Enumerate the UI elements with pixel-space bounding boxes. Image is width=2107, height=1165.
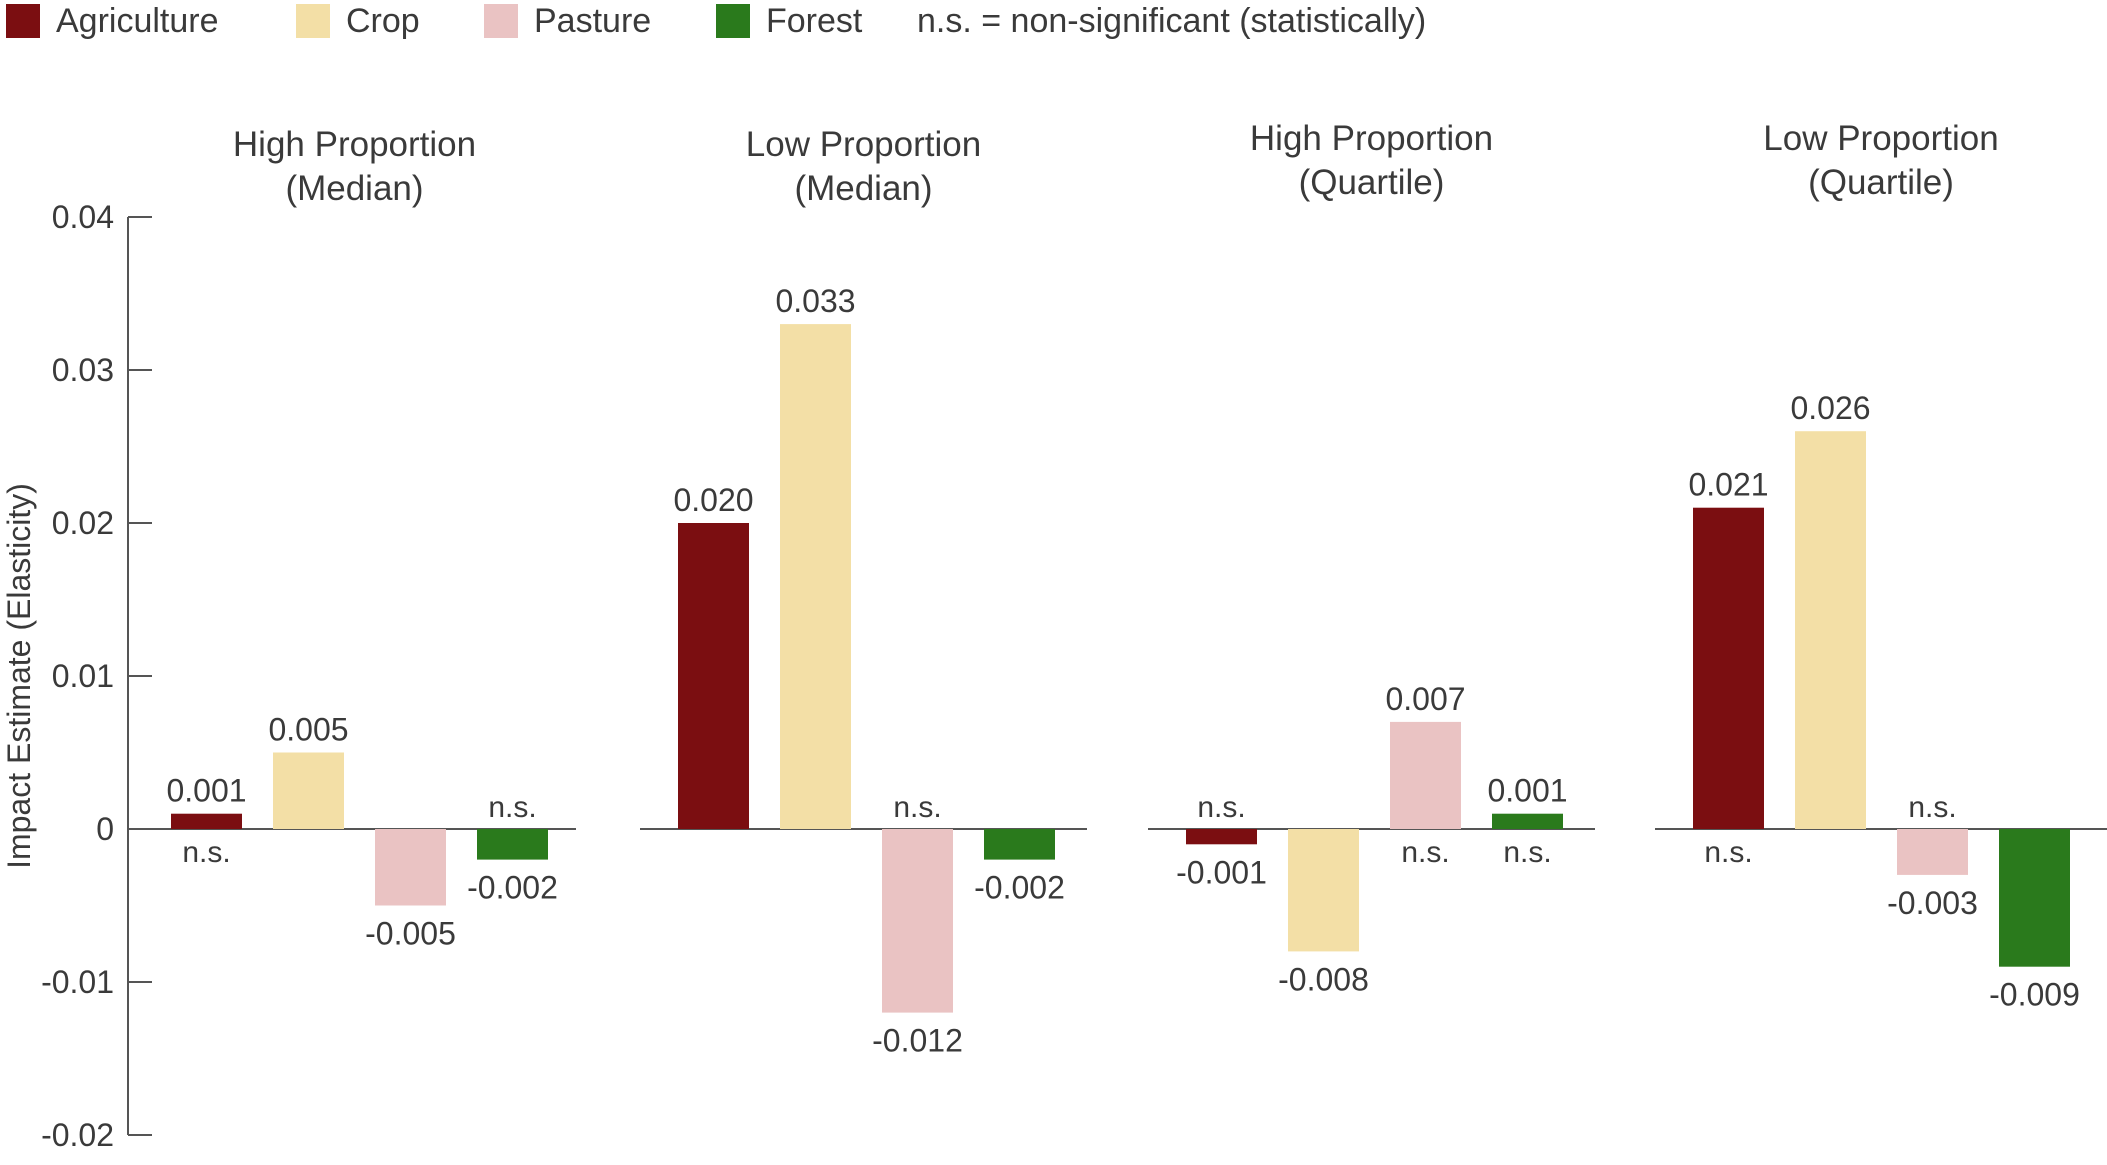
bar-pasture: [1390, 721, 1461, 829]
significance-note: n.s.: [1908, 791, 1956, 824]
bar-agriculture: [171, 813, 242, 829]
bar-crop: [1288, 829, 1359, 952]
bar-forest: [477, 829, 548, 860]
legend-swatch-crop: [296, 4, 330, 38]
legend-swatch-agriculture: [6, 4, 40, 38]
data-label: 0.007: [1385, 681, 1465, 717]
data-label: 0.026: [1790, 390, 1870, 426]
significance-note: n.s.: [1503, 836, 1551, 869]
bar-pasture: [375, 829, 446, 906]
bar-agriculture: [1186, 829, 1257, 845]
significance-note: n.s.: [893, 791, 941, 824]
data-label: -0.001: [1176, 854, 1267, 890]
panel-title: High Proportion: [233, 125, 476, 164]
data-label: -0.008: [1278, 961, 1369, 997]
legend-swatch-pasture: [484, 4, 518, 38]
panel-title: (Quartile): [1808, 163, 1954, 202]
significance-note: n.s.: [182, 836, 230, 869]
bar-crop: [780, 324, 851, 829]
data-label: 0.001: [1487, 773, 1567, 809]
panel-title: (Quartile): [1299, 163, 1445, 202]
legend-swatch-forest: [716, 4, 750, 38]
data-label: -0.005: [365, 916, 456, 952]
panel-title: Low Proportion: [1763, 119, 1998, 158]
panel-title: (Median): [794, 169, 932, 208]
data-label: 0.020: [673, 482, 753, 518]
data-label: -0.012: [872, 1023, 963, 1059]
significance-note: n.s.: [1704, 836, 1752, 869]
panel-2: Low Proportion (Median) 0.020 0.033 -0.012 n.…: [640, 125, 1087, 1059]
significance-note: n.s.: [488, 791, 536, 824]
legend: Agriculture Crop Pasture Forest n.s. = non-s…: [6, 2, 1426, 40]
panel-title: High Proportion: [1250, 119, 1493, 158]
data-label: -0.002: [974, 870, 1065, 906]
data-label: 0.005: [268, 712, 348, 748]
data-label: -0.003: [1887, 885, 1978, 921]
legend-label-crop: Crop: [346, 2, 420, 40]
y-tick-label: -0.02: [41, 1117, 114, 1153]
panel-1: High Proportion (Median) 0.001 n.s. 0.005 -0.…: [133, 125, 576, 952]
y-tick-label: 0.02: [52, 505, 114, 541]
y-axis-label: Impact Estimate (Elasticity): [1, 483, 37, 869]
y-tick-label: 0.01: [52, 658, 114, 694]
legend-note: n.s. = non-significant (statistically): [917, 2, 1426, 40]
bar-forest: [1999, 829, 2070, 967]
bar-agriculture: [1693, 507, 1764, 829]
data-label: 0.033: [775, 283, 855, 319]
chart-panels: High Proportion (Median) 0.001 n.s. 0.005 -0.…: [133, 119, 2107, 1059]
bar-forest: [1492, 813, 1563, 829]
panel-4: Low Proportion (Quartile) 0.021 n.s. 0.026 -0…: [1655, 119, 2107, 1013]
panel-title: (Median): [285, 169, 423, 208]
bar-agriculture: [678, 523, 749, 829]
legend-label-pasture: Pasture: [534, 2, 651, 40]
panel-3: High Proportion (Quartile) -0.001 n.s. -0.00…: [1148, 119, 1595, 997]
bar-crop: [1795, 431, 1866, 829]
significance-note: n.s.: [1197, 791, 1245, 824]
significance-note: n.s.: [1401, 836, 1449, 869]
y-tick-label: 0.03: [52, 352, 114, 388]
y-tick-label: 0: [96, 811, 114, 847]
data-label: -0.009: [1989, 977, 2080, 1013]
y-tick-label: -0.01: [41, 964, 114, 1000]
data-label: -0.002: [467, 870, 558, 906]
bar-pasture: [882, 829, 953, 1013]
bar-forest: [984, 829, 1055, 860]
bar-crop: [273, 752, 344, 829]
data-label: 0.001: [166, 773, 246, 809]
legend-label-agriculture: Agriculture: [56, 2, 219, 40]
y-tick-label: 0.04: [52, 199, 114, 235]
y-axis: 0.04 0.03 0.02 0.01 0 -0.01 -0.02 Impact Estima…: [1, 199, 152, 1153]
legend-label-forest: Forest: [766, 2, 863, 40]
bar-pasture: [1897, 829, 1968, 875]
panel-title: Low Proportion: [746, 125, 981, 164]
data-label: 0.021: [1688, 467, 1768, 503]
